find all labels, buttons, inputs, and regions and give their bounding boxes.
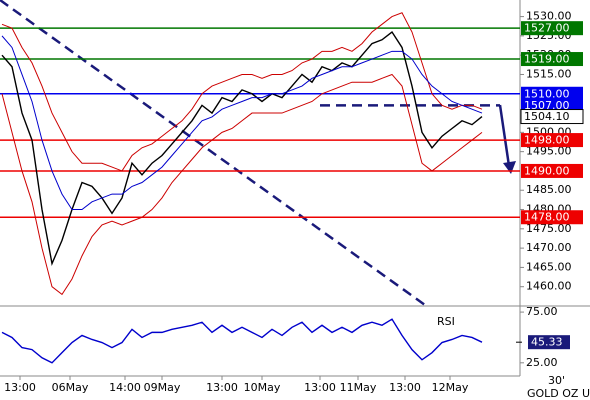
- x-tick-label: 10May: [244, 381, 281, 394]
- arrow-shaft: [498, 104, 511, 167]
- level-box: [521, 98, 583, 113]
- level-box: [521, 21, 583, 36]
- x-tick-label: 13:00: [304, 381, 336, 394]
- last-label: 45.33: [531, 336, 563, 349]
- timeframe: 30': [548, 374, 565, 387]
- last-box: [520, 109, 584, 125]
- x-tick-label: 13:00: [389, 381, 421, 394]
- y-tick-label: 1470.00: [526, 241, 572, 254]
- level-label: 1519.00: [524, 53, 570, 66]
- x-tick-label: 09May: [144, 381, 181, 394]
- series-line: [1, 35, 483, 211]
- series-line: [1, 73, 483, 296]
- x-tick-label: 06May: [52, 381, 89, 394]
- level-label: 1498.00: [524, 134, 570, 147]
- y-tick-label: 1485.00: [526, 183, 572, 196]
- level-label: 1490.00: [524, 164, 570, 177]
- x-tick-label: 13:00: [206, 381, 238, 394]
- level-box: [521, 52, 583, 67]
- level-label: 1478.00: [524, 211, 570, 224]
- x-tick-label: 12May: [432, 381, 469, 394]
- level-box: [521, 133, 583, 148]
- arrow-head: [503, 161, 516, 174]
- level-box: [521, 163, 583, 178]
- level-label: 1527.00: [524, 22, 570, 35]
- y-tick-label: 75.00: [526, 305, 558, 318]
- y-tick-label: 1515.00: [526, 67, 572, 80]
- x-tick-label: 11May: [340, 381, 377, 394]
- y-tick-label: 1475.00: [526, 222, 572, 235]
- series-line: [1, 12, 483, 172]
- series-line: [1, 318, 483, 364]
- y-tick-label: 1460.00: [526, 280, 572, 293]
- level-box: [521, 86, 583, 101]
- level-label: 1507.00: [524, 99, 570, 112]
- y-tick-label: 25.00: [526, 356, 558, 369]
- level-box: [521, 210, 583, 225]
- x-tick-label: 14:00: [109, 381, 141, 394]
- trend-line: [0, 0, 426, 307]
- y-tick-label: 1530.00: [526, 10, 572, 23]
- last-box: [528, 335, 570, 350]
- symbol: GOLD OZ U: [527, 387, 590, 400]
- x-tick-label: 13:00: [4, 381, 36, 394]
- level-label: 1510.00: [524, 87, 570, 100]
- y-tick-label: 1495.00: [526, 145, 572, 158]
- rsi-title: RSI: [437, 315, 455, 328]
- last-label: 1504.10: [524, 110, 570, 123]
- y-tick-label: 1465.00: [526, 260, 572, 273]
- price-line: [1, 31, 483, 266]
